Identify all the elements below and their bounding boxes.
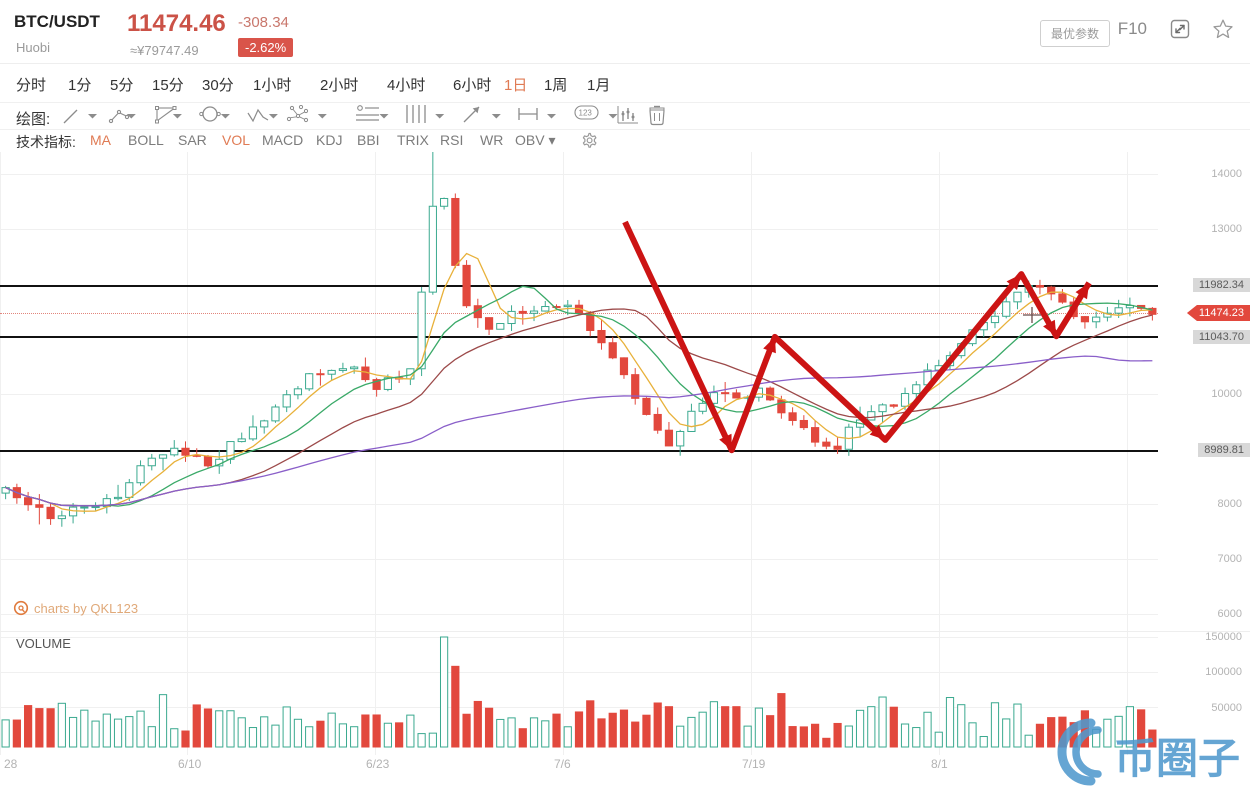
svg-text:123: 123 <box>579 109 593 118</box>
svg-text:币圈子: 币圈子 <box>1114 735 1240 782</box>
